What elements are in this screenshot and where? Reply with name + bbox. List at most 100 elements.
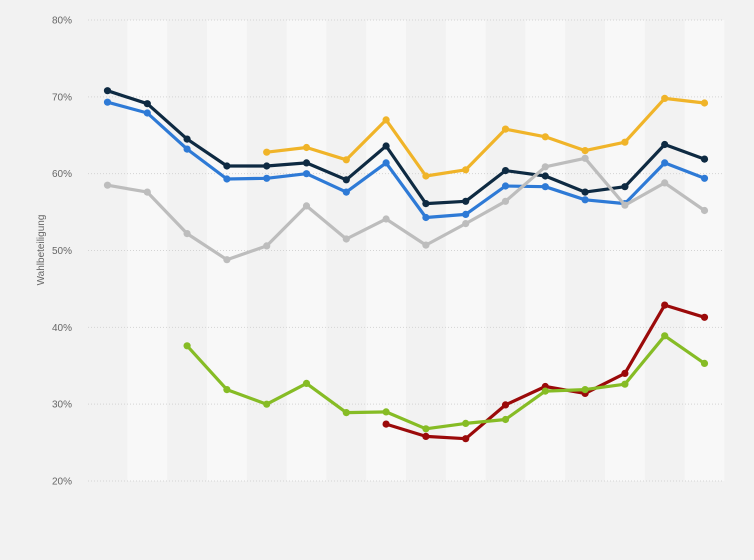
series-6 bbox=[183, 332, 709, 433]
y-tick-label: 20% bbox=[52, 477, 72, 488]
data-point bbox=[621, 201, 629, 209]
data-point bbox=[382, 142, 390, 150]
data-point bbox=[263, 242, 271, 250]
series-line bbox=[105, 100, 707, 220]
data-point bbox=[661, 140, 669, 149]
data-point bbox=[143, 100, 151, 108]
data-point bbox=[541, 183, 549, 191]
data-point bbox=[541, 387, 549, 395]
data-point bbox=[302, 159, 311, 167]
data-point bbox=[700, 313, 709, 321]
y-axis-label: Wahlbeteiligung bbox=[36, 215, 47, 286]
series-1 bbox=[263, 94, 709, 180]
y-tick-label: 70% bbox=[52, 92, 72, 103]
data-point bbox=[263, 162, 271, 170]
data-point bbox=[422, 172, 430, 180]
data-point bbox=[342, 176, 350, 184]
data-point bbox=[382, 159, 390, 167]
data-point bbox=[661, 159, 669, 167]
y-tick-label: 30% bbox=[52, 400, 72, 411]
data-point bbox=[501, 401, 510, 409]
data-point bbox=[342, 188, 350, 196]
data-point bbox=[621, 369, 629, 377]
data-point bbox=[342, 156, 350, 164]
data-point bbox=[661, 332, 669, 340]
data-point bbox=[342, 235, 350, 243]
data-point bbox=[541, 133, 549, 141]
series-line bbox=[105, 156, 707, 262]
data-point bbox=[700, 206, 709, 215]
series-4 bbox=[103, 154, 709, 264]
data-point bbox=[501, 197, 510, 205]
data-point bbox=[422, 432, 430, 440]
data-point bbox=[422, 241, 430, 249]
data-point bbox=[302, 379, 311, 387]
y-tick-label: 80% bbox=[52, 16, 72, 27]
data-point bbox=[581, 147, 589, 155]
column-band bbox=[366, 20, 406, 481]
data-point bbox=[382, 420, 390, 428]
data-point bbox=[661, 301, 669, 309]
data-point bbox=[700, 99, 709, 107]
data-point bbox=[462, 435, 470, 443]
data-point bbox=[223, 162, 231, 170]
series-line bbox=[265, 96, 707, 178]
series-line bbox=[105, 89, 707, 206]
series-2 bbox=[103, 87, 709, 208]
data-point bbox=[223, 386, 231, 394]
data-point bbox=[462, 220, 470, 228]
data-point bbox=[462, 419, 470, 427]
data-point bbox=[382, 408, 390, 416]
data-point bbox=[700, 174, 709, 182]
data-point bbox=[621, 183, 629, 191]
data-point bbox=[581, 386, 589, 394]
data-point bbox=[342, 409, 350, 417]
data-point bbox=[183, 135, 191, 143]
y-axis-ticks: 20% 30% 40% 50% 60% 70% 80% bbox=[52, 16, 72, 488]
data-point bbox=[263, 174, 271, 182]
data-point bbox=[143, 109, 151, 117]
data-point bbox=[223, 256, 231, 264]
data-point bbox=[302, 143, 311, 152]
data-point bbox=[223, 175, 231, 183]
data-point bbox=[462, 210, 470, 218]
data-point bbox=[581, 154, 589, 162]
series-5 bbox=[382, 301, 709, 443]
data-point bbox=[422, 213, 430, 222]
series-group bbox=[103, 87, 709, 443]
data-point bbox=[541, 172, 549, 180]
data-point bbox=[422, 200, 430, 208]
column-band bbox=[605, 20, 645, 481]
data-point bbox=[661, 94, 669, 102]
data-point bbox=[103, 87, 112, 95]
data-point bbox=[621, 138, 629, 146]
data-point bbox=[183, 230, 191, 238]
data-point bbox=[581, 188, 589, 196]
data-point bbox=[183, 145, 191, 153]
data-point bbox=[263, 148, 271, 156]
data-point bbox=[422, 425, 430, 433]
data-point bbox=[302, 170, 311, 178]
data-point bbox=[382, 215, 390, 223]
data-point bbox=[302, 202, 311, 210]
data-point bbox=[501, 415, 510, 424]
data-point bbox=[700, 155, 709, 163]
data-point bbox=[382, 116, 390, 124]
data-point bbox=[462, 197, 470, 205]
data-point bbox=[183, 342, 191, 350]
data-point bbox=[103, 98, 112, 106]
y-tick-label: 50% bbox=[52, 246, 72, 257]
data-point bbox=[501, 167, 510, 175]
data-point bbox=[103, 181, 112, 189]
data-point bbox=[501, 125, 510, 133]
data-point bbox=[501, 182, 510, 190]
y-tick-label: 40% bbox=[52, 323, 72, 334]
data-point bbox=[581, 196, 589, 204]
data-point bbox=[263, 400, 271, 408]
series-line bbox=[185, 334, 707, 431]
data-point bbox=[462, 166, 470, 174]
data-point bbox=[621, 380, 629, 388]
data-point bbox=[541, 163, 549, 171]
data-point bbox=[143, 188, 151, 196]
